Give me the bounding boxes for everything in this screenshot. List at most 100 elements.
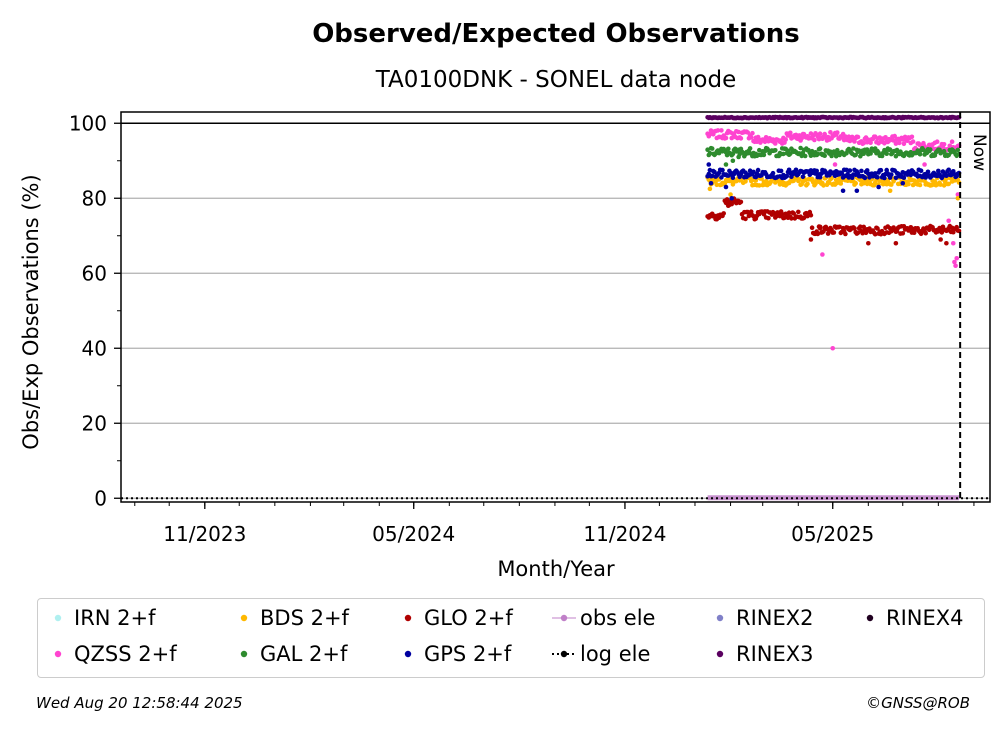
legend-entry-gal-2-f: GAL 2+f — [240, 642, 348, 666]
y-tick-label: 20 — [82, 411, 107, 435]
legend-label: RINEX2 — [736, 606, 814, 630]
legend-marker — [240, 650, 248, 658]
data-point — [946, 218, 951, 224]
data-point — [901, 141, 907, 147]
legend-marker — [716, 650, 724, 658]
legend-marker — [404, 650, 412, 658]
data-point — [720, 167, 725, 173]
data-point — [813, 181, 818, 186]
legend-marker — [716, 614, 724, 622]
data-point — [831, 230, 837, 235]
legend-label: RINEX3 — [736, 642, 814, 666]
data-point — [853, 180, 858, 186]
data-point — [808, 237, 814, 242]
data-point — [950, 240, 956, 246]
data-point — [805, 181, 810, 187]
data-point — [923, 230, 928, 236]
x-axis-label: Month/Year — [497, 557, 615, 581]
legend-marker — [560, 614, 568, 622]
data-point — [838, 181, 844, 186]
data-point — [808, 212, 814, 218]
data-point — [815, 151, 821, 157]
data-point — [726, 146, 731, 152]
data-point — [786, 210, 792, 215]
data-point — [766, 215, 771, 221]
data-point — [714, 182, 720, 188]
chart-subtitle: TA0100DNK - SONEL data node — [375, 67, 737, 93]
y-tick-label: 40 — [82, 336, 107, 360]
data-point — [830, 345, 836, 351]
data-point — [712, 169, 717, 175]
data-point — [858, 224, 863, 229]
data-point — [793, 167, 799, 173]
series-gal-2-f — [705, 145, 962, 167]
data-point — [901, 175, 907, 180]
data-point — [849, 134, 855, 140]
data-point — [893, 240, 899, 246]
y-axis-label: Obs/Exp Observations (%) — [19, 174, 43, 449]
data-point — [788, 130, 793, 136]
legend-label: IRN 2+f — [74, 606, 156, 630]
data-point — [801, 215, 807, 221]
axes: 0 20 40 60 80 100 11/2023 05/2024 11/2024 05/2025… — [69, 111, 991, 546]
legend-entry-rinex2: RINEX2 — [716, 606, 814, 630]
legend-label: GAL 2+f — [260, 642, 348, 666]
legend-marker — [240, 614, 248, 622]
data-point — [748, 209, 754, 214]
legend-entry-bds-2-f: BDS 2+f — [240, 606, 350, 630]
legend-marker — [54, 650, 62, 658]
data-point — [773, 141, 778, 146]
data-point — [866, 240, 871, 246]
legend-marker — [866, 614, 874, 622]
data-point — [817, 174, 823, 180]
data-point — [828, 130, 833, 135]
data-point — [770, 170, 776, 176]
data-point — [876, 184, 881, 190]
data-point — [729, 135, 734, 141]
data-point — [729, 195, 735, 201]
data-point — [779, 211, 785, 217]
chart-title: Observed/Expected Observations — [312, 19, 800, 49]
data-point — [938, 237, 943, 242]
data-point — [786, 167, 792, 173]
legend-entry-log-ele: log ele — [552, 642, 650, 666]
data-point — [753, 174, 759, 180]
y-tick-label: 80 — [82, 186, 107, 210]
legend-label: BDS 2+f — [260, 606, 350, 630]
data-point — [709, 146, 715, 151]
data-point — [728, 192, 733, 197]
data-point — [707, 186, 713, 192]
data-point — [820, 252, 825, 257]
x-tick-label: 05/2025 — [791, 522, 874, 546]
data-point — [738, 136, 744, 141]
data-point — [947, 143, 953, 149]
plot-frame — [120, 111, 991, 503]
data-point — [815, 231, 821, 237]
data-point — [955, 192, 961, 197]
data-point — [852, 226, 857, 231]
data-point — [892, 133, 897, 139]
data-point — [856, 148, 862, 153]
data-point — [777, 182, 783, 187]
data-point — [778, 168, 784, 174]
data-point — [893, 153, 899, 159]
data-point — [923, 175, 928, 180]
data-point — [882, 175, 887, 181]
copyright-credit: ©GNSS@ROB — [866, 694, 970, 712]
data-point — [861, 140, 866, 146]
generated-timestamp: Wed Aug 20 12:58:44 2025 — [36, 694, 243, 712]
data-point — [889, 182, 894, 187]
data-point — [875, 226, 880, 231]
y-tick-label: 100 — [69, 111, 107, 135]
legend-entry-gps-2-f: GPS 2+f — [404, 642, 512, 666]
data-point — [900, 231, 906, 236]
data-point — [843, 231, 848, 237]
data-point — [708, 180, 714, 186]
series-obs-ele — [707, 495, 960, 501]
data-point — [736, 154, 741, 160]
data-point — [723, 135, 729, 141]
series-glo-2-f — [705, 196, 962, 246]
data-point — [751, 169, 756, 175]
data-point — [894, 229, 900, 234]
data-point — [941, 142, 947, 147]
